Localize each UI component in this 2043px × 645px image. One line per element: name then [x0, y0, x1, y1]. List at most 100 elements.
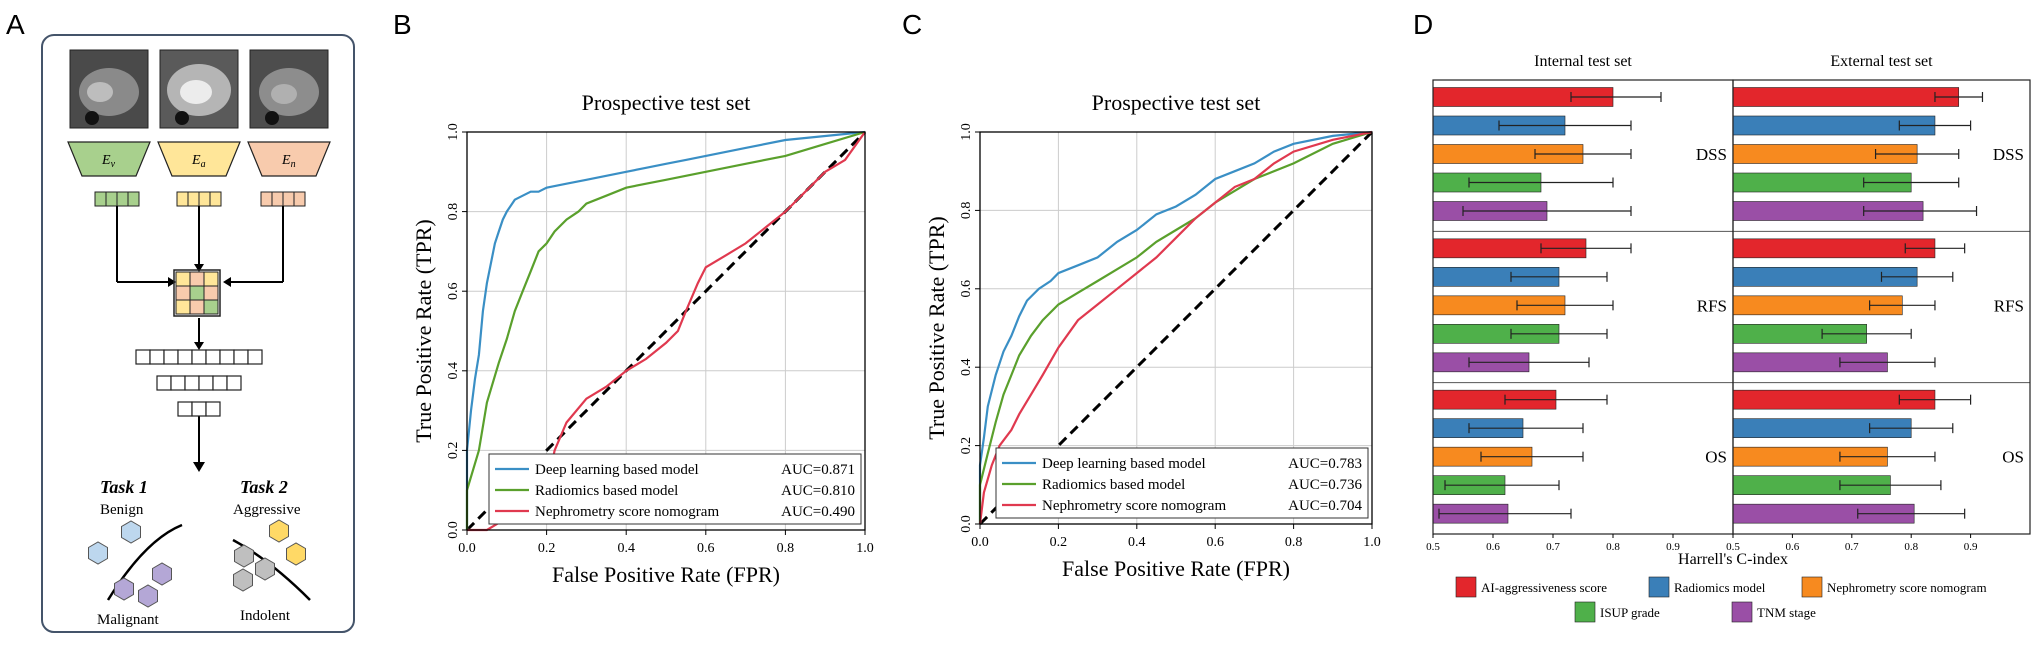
- panel-label-b: B: [393, 9, 412, 40]
- task2-aggressive: Aggressive: [233, 502, 301, 518]
- x-tick-label: 1.0: [856, 541, 874, 556]
- panel-label-c: C: [902, 9, 922, 40]
- roc-curve-3: [978, 130, 1373, 525]
- mlp-neuron: [198, 375, 214, 391]
- roc-curve-2: [978, 130, 1373, 524]
- subplot-frame: [1732, 79, 2031, 535]
- y-tick-label: 0.2: [446, 442, 461, 460]
- mlp-neuron: [149, 349, 165, 365]
- legend-label-5: TNM stage: [1757, 605, 1816, 620]
- panel-c-roc: 0.0 0.2 0.4 0.6 0.8 1.0 0.0 0.2 0.4 0.6 0.8 1.0 Pros…: [924, 90, 1381, 581]
- legend-box: [995, 447, 1369, 519]
- ct-image-venous: [69, 49, 149, 129]
- legend-auc-1: AUC=0.783: [1288, 456, 1362, 472]
- mlp-neuron: [247, 349, 263, 365]
- x-tick-label: 0.6: [1786, 541, 1800, 553]
- bar-external-dss-1: [1732, 87, 1960, 107]
- group-label-dss: DSS: [1696, 145, 1727, 164]
- legend-label-2: Radiomics model: [1674, 580, 1766, 595]
- x-tick-label: 0.8: [1904, 541, 1918, 553]
- x-tick-label: 0.6: [1206, 535, 1224, 550]
- legend-label-2: Radiomics based model: [1042, 477, 1185, 493]
- legend-auc-3: AUC=0.704: [1288, 498, 1362, 514]
- y-tick-label: 0.8: [446, 203, 461, 221]
- y-tick-label: 0.2: [959, 437, 974, 455]
- legend-label-3: Nephrometry score nomogram: [535, 504, 719, 520]
- mlp-neuron: [191, 401, 207, 417]
- aggressive-hex: [269, 519, 289, 543]
- legend-label-1: Deep learning based model: [1042, 456, 1206, 472]
- y-tick-label: 1.0: [446, 123, 461, 141]
- legend-swatch-5: [1731, 601, 1753, 623]
- mlp-neuron: [184, 375, 200, 391]
- panel-b-roc: 0.0 0.2 0.4 0.6 0.8 1.0 0.0 0.2 0.4 0.6 0.8 1.0 Pros…: [411, 90, 874, 587]
- connection-lines: [116, 206, 284, 462]
- y-tick-label: 0.4: [959, 358, 974, 376]
- benign-hex: [121, 520, 141, 544]
- subplot-title: Internal test set: [1534, 53, 1632, 70]
- x-tick-label: 0.7: [1845, 541, 1859, 553]
- feature-vector-cell: [198, 191, 211, 207]
- y-tick-label: 0.0: [446, 521, 461, 539]
- feature-vector-cell: [260, 191, 273, 207]
- y-tick-label: 0.4: [446, 362, 461, 380]
- mlp-neuron: [170, 375, 186, 391]
- roc-curve-1: [465, 130, 866, 530]
- ct-image-arterial: [159, 49, 239, 129]
- ct-image-nephrographic: [249, 49, 329, 129]
- x-tick-label: 0.5: [1726, 541, 1740, 553]
- legend-swatch-3: [1801, 576, 1823, 598]
- x-tick-label: 0.9: [1666, 541, 1680, 553]
- feature-vector-cell: [293, 191, 306, 207]
- x-axis-label: False Positive Rate (FPR): [1062, 556, 1290, 581]
- feature-vectors: [94, 191, 306, 207]
- mlp-neuron: [177, 349, 193, 365]
- mlp-neuron: [163, 349, 179, 365]
- legend-swatch-1: [1455, 576, 1477, 598]
- mlp-neuron: [233, 349, 249, 365]
- legend-auc-3: AUC=0.490: [781, 504, 855, 520]
- x-tick-label: 0.2: [1050, 535, 1068, 550]
- malignant-hex: [138, 584, 158, 608]
- panel-d-cindex: Internal test set DSS RFS OS 0.5 0.6 0.7 0.8 0.9…: [1426, 53, 2031, 623]
- mlp-neuron: [226, 375, 242, 391]
- encoder-venous-shape: [67, 141, 151, 177]
- roc-curve-1: [978, 130, 1373, 524]
- y-axis-label: True Positive Rate (TPR): [924, 216, 949, 439]
- x-tick-label: 0.2: [538, 541, 556, 556]
- legend-label-2: Radiomics based model: [535, 483, 678, 499]
- x-tick-label: 0.8: [1606, 541, 1620, 553]
- indolent-hex: [233, 568, 253, 592]
- feature-vector-cell: [116, 191, 129, 207]
- chance-diagonal: [978, 130, 1374, 526]
- arrow-heads: [168, 264, 231, 472]
- indolent-hex: [234, 544, 254, 568]
- x-tick-label: 1.0: [1363, 535, 1381, 550]
- y-tick-label: 0.6: [959, 280, 974, 298]
- legend-auc-2: AUC=0.736: [1288, 477, 1362, 493]
- group-label-rfs: RFS: [1697, 296, 1727, 315]
- legend-auc-1: AUC=0.871: [781, 462, 855, 478]
- x-tick-label: 0.7: [1546, 541, 1560, 553]
- x-tick-label: 0.5: [1426, 541, 1440, 553]
- malignant-hex: [152, 562, 172, 586]
- legend-label-1: AI-aggressiveness score: [1481, 580, 1607, 595]
- mlp-neuron: [177, 401, 193, 417]
- feature-vector-cell: [176, 191, 189, 207]
- encoder-arterial-shape: [157, 141, 241, 177]
- feature-vector-cell: [127, 191, 140, 207]
- chart-title: Prospective test set: [1092, 90, 1261, 115]
- x-tick-label: 0.4: [617, 541, 635, 556]
- legend-label-3: Nephrometry score nomogram: [1827, 580, 1987, 595]
- task2-indolent: Indolent: [240, 608, 291, 624]
- mlp-neuron: [191, 349, 207, 365]
- x-axis-label: False Positive Rate (FPR): [552, 562, 780, 587]
- encoder-nephrographic-shape: [247, 141, 331, 177]
- feature-vector-cell: [209, 191, 222, 207]
- mlp-layers: [135, 349, 263, 417]
- feature-vector-cell: [187, 191, 200, 207]
- legend-label-1: Deep learning based model: [535, 462, 699, 478]
- legend-swatch-4: [1574, 601, 1596, 623]
- x-tick-label: 0.4: [1128, 535, 1146, 550]
